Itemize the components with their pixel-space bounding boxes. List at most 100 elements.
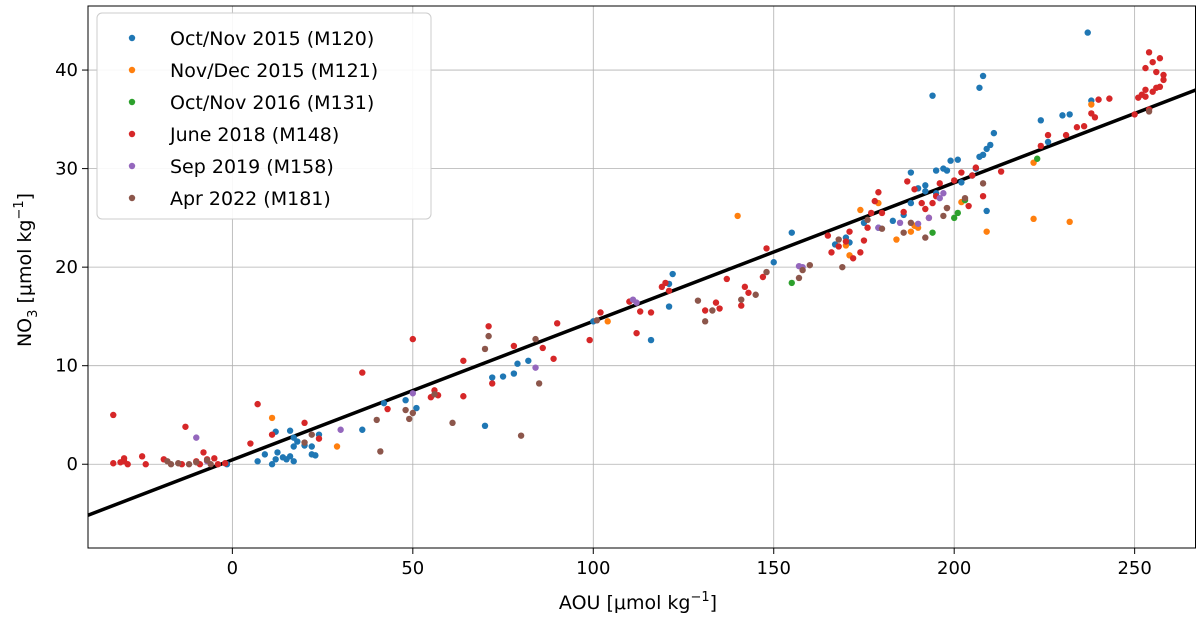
data-point (384, 405, 391, 413)
data-point (175, 460, 182, 467)
data-point (929, 92, 936, 99)
data-point (929, 199, 936, 207)
x-tick-label: 150 (757, 558, 791, 579)
data-point (1044, 131, 1052, 139)
y-tick-label: 10 (55, 356, 78, 377)
data-point (864, 224, 871, 231)
data-point (878, 225, 886, 232)
data-point (110, 460, 117, 467)
data-point (918, 199, 925, 207)
data-point (1142, 64, 1149, 72)
data-point (709, 307, 716, 314)
legend-label: Oct/Nov 2016 (M131) (170, 92, 374, 114)
data-point (413, 404, 420, 412)
data-point (860, 237, 868, 244)
data-point (958, 179, 965, 186)
data-point (734, 212, 741, 220)
data-point (806, 261, 814, 269)
data-point (835, 236, 842, 243)
data-point (409, 409, 417, 417)
data-point (907, 169, 915, 176)
data-point (922, 234, 929, 241)
data-point (633, 329, 640, 337)
data-point (460, 393, 467, 400)
data-point (1145, 49, 1153, 56)
data-point (193, 434, 200, 441)
legend-label: Sep 2019 (M158) (170, 156, 334, 178)
data-point (701, 307, 709, 314)
data-point (925, 214, 933, 222)
data-point (110, 411, 117, 419)
data-point (990, 129, 998, 137)
data-point (294, 438, 301, 445)
y-tick-label: 0 (67, 454, 78, 475)
data-point (745, 289, 752, 296)
data-point (315, 435, 323, 442)
data-point (969, 172, 976, 179)
data-point (1145, 108, 1153, 115)
data-point (402, 396, 409, 404)
y-tick-label: 30 (55, 159, 78, 180)
data-point (958, 169, 965, 176)
data-point (1080, 123, 1088, 130)
data-point (597, 309, 604, 316)
data-point (247, 440, 254, 447)
data-point (517, 432, 525, 439)
data-point (979, 192, 987, 200)
data-point (979, 180, 987, 187)
data-point (268, 414, 276, 422)
legend-marker (128, 194, 136, 202)
data-point (965, 202, 972, 210)
data-point (795, 274, 803, 282)
data-point (940, 190, 947, 197)
data-point (763, 245, 770, 252)
data-point (716, 305, 723, 312)
data-point (290, 458, 297, 465)
data-point (449, 419, 456, 427)
data-point (828, 249, 835, 256)
data-point (431, 391, 438, 398)
data-point (359, 426, 366, 433)
data-point (1062, 131, 1070, 139)
data-point (788, 279, 795, 287)
data-point (976, 84, 983, 91)
legend-marker (128, 130, 136, 138)
data-point (846, 228, 853, 235)
data-point (954, 156, 961, 163)
data-point (647, 336, 655, 344)
x-tick-label: 200 (937, 558, 971, 579)
data-point (207, 461, 214, 468)
data-point (788, 229, 795, 236)
data-point (593, 317, 601, 324)
fit-line (87, 88, 1196, 517)
data-point (286, 427, 294, 434)
data-point (1142, 93, 1149, 100)
data-point (1066, 218, 1073, 226)
legend-box (96, 12, 432, 220)
data-point (1156, 55, 1164, 62)
data-point (1149, 58, 1156, 66)
data-point (922, 205, 929, 213)
data-point (1156, 83, 1164, 91)
data-point (532, 335, 539, 343)
data-point (1142, 86, 1149, 93)
data-point (824, 232, 832, 239)
data-point (871, 197, 878, 205)
data-point (261, 451, 269, 458)
data-point (878, 209, 886, 217)
data-point (138, 453, 146, 460)
legend-marker (128, 162, 136, 170)
data-point (377, 448, 384, 455)
data-point (857, 206, 864, 214)
data-point (752, 291, 759, 298)
data-point (185, 461, 193, 468)
data-point (954, 209, 961, 217)
data-point (182, 423, 189, 430)
data-point (539, 344, 546, 352)
data-point (301, 419, 308, 427)
data-point (337, 426, 344, 433)
data-point (900, 208, 907, 216)
data-point (914, 220, 922, 227)
data-point (1088, 101, 1095, 108)
data-point (770, 259, 777, 266)
